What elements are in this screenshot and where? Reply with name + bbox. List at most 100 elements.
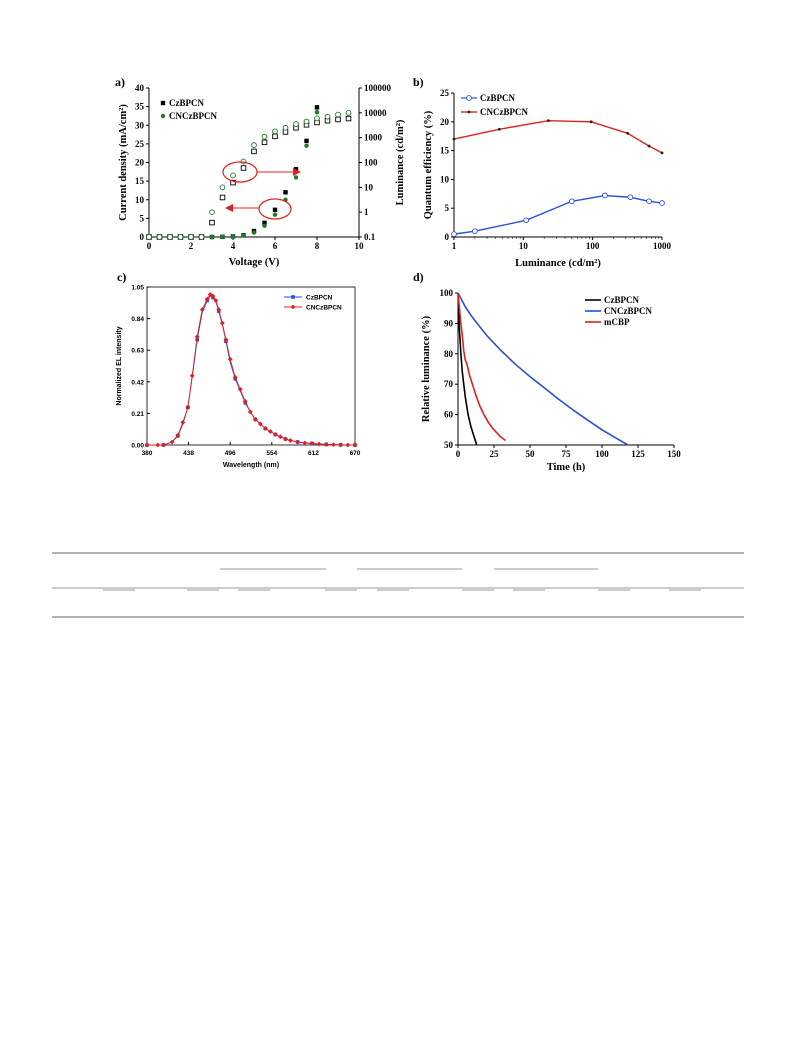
chart-d: 0 25 50 75 100 125 150 50 60 70 80 90 100 Time (h) Rel…: [421, 288, 681, 473]
y-tick-label: 25: [440, 88, 450, 98]
y2-tick-label: 10000: [364, 108, 387, 118]
data-point: [220, 234, 225, 240]
data-point: [314, 115, 320, 122]
x-tick-label: 8: [315, 241, 320, 251]
data-point: [331, 442, 336, 448]
data-point: [251, 230, 257, 235]
y-tick-label: 40: [135, 83, 145, 93]
y2-tick-label: 100: [364, 158, 378, 168]
data-point: [303, 118, 310, 125]
x-tick-label: 150: [667, 449, 681, 459]
x-tick-label: 100: [595, 449, 609, 459]
x-axis-label: Voltage (V): [229, 257, 280, 268]
data-point: [338, 442, 344, 448]
data-point: [602, 192, 608, 199]
legend-label: CzBPCN: [169, 98, 204, 108]
x-tick-label: 6: [273, 241, 278, 251]
data-point: [247, 409, 253, 415]
y-tick-label: 15: [440, 146, 450, 156]
x-tick-label: 1: [452, 241, 457, 251]
legend-label: CzBPCN: [306, 295, 333, 302]
x-tick-label: 1000: [653, 241, 672, 251]
y-tick-label: 1.05: [131, 285, 144, 292]
data-point: [230, 179, 236, 186]
data-point: [523, 217, 530, 224]
data-point: [207, 292, 213, 297]
data-point: [262, 220, 267, 226]
y-tick-label: 80: [444, 349, 454, 359]
data-point: [198, 234, 205, 240]
x-tick-label: 554: [266, 450, 277, 457]
data-point: [262, 426, 268, 431]
x-tick-label: 2: [189, 241, 194, 251]
data-point: [646, 198, 652, 205]
data-point: [272, 212, 278, 217]
plot-frame: [146, 286, 356, 446]
data-point: [180, 420, 186, 425]
x-tick-label: 10: [519, 241, 529, 251]
y-tick-label: 20: [440, 117, 450, 127]
data-point: [278, 434, 283, 440]
data-point: [309, 441, 315, 446]
data-point: [194, 334, 200, 340]
series-line: [457, 292, 478, 446]
series-line: [147, 295, 355, 446]
y2-tick-label: 0.1: [364, 232, 376, 242]
data-point: [304, 138, 309, 144]
y-tick-label: 0.84: [131, 316, 144, 323]
data-point: [324, 113, 331, 120]
y-tick-label: 100: [440, 288, 454, 298]
y-axis-label: Current density (mA/cm²): [118, 104, 129, 221]
data-point: [177, 234, 184, 240]
y-tick-label: 35: [135, 102, 145, 112]
data-point: [251, 142, 257, 148]
legend-label: CzBPCN: [604, 295, 639, 305]
data-point: [230, 234, 236, 239]
panel-label-c: c): [117, 270, 126, 284]
data-point: [223, 337, 229, 343]
x-tick-label: 0: [456, 449, 461, 459]
y-tick-label: 50: [444, 440, 454, 450]
y-axis-label: Normalized EL intensity: [116, 326, 123, 405]
data-point: [199, 307, 205, 312]
data-point: [335, 111, 341, 118]
series-line: [147, 293, 355, 446]
data-point: [169, 439, 175, 445]
data-point: [230, 172, 236, 179]
y-tick-label: 0.00: [131, 443, 144, 450]
y2-tick-label: 10: [364, 182, 374, 192]
y-tick-label: 0.21: [131, 411, 144, 418]
x-tick-label: 25: [490, 449, 500, 459]
x-tick-label: 10: [355, 241, 365, 251]
data-point: [272, 432, 278, 437]
x-tick-label: 0: [147, 241, 152, 251]
data-point: [345, 442, 351, 448]
data-point: [283, 190, 288, 195]
x-tick-label: 50: [526, 449, 536, 459]
data-point: [209, 219, 215, 226]
data-point: [209, 234, 215, 240]
panel-label-b: b): [413, 75, 424, 89]
data-point: [323, 441, 329, 447]
legend-label: CNCzBPCN: [169, 111, 217, 121]
data-point: [189, 373, 195, 379]
legend-label: mCBP: [604, 317, 630, 327]
data-point: [252, 417, 258, 422]
legend-marker: [160, 113, 166, 119]
series-line: [453, 119, 663, 154]
data-point: [242, 398, 248, 404]
data-point: [272, 207, 278, 213]
y-tick-label: 15: [135, 176, 145, 186]
data-point: [146, 234, 152, 240]
data-point: [257, 421, 263, 427]
series-line: [457, 292, 629, 446]
data-point: [345, 109, 352, 116]
data-point: [175, 432, 181, 438]
data-point: [352, 442, 358, 448]
data-point: [568, 198, 575, 205]
y-tick-label: 0: [445, 232, 450, 242]
y2-tick-label: 1: [364, 207, 369, 217]
y2-tick-label: 100000: [364, 83, 392, 93]
y-tick-label: 20: [135, 158, 145, 168]
data-point: [219, 320, 225, 326]
